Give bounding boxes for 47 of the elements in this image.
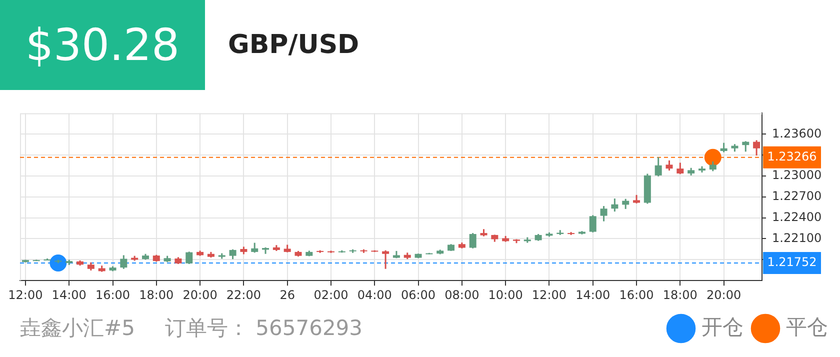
x-tick-label: 16:00 (95, 288, 130, 302)
candlestick (120, 254, 128, 270)
x-tick-label: 26 (280, 288, 295, 302)
x-tick-label: 12:00 (532, 288, 567, 302)
candlestick (600, 205, 608, 222)
y-tick-label: 1.23000 (772, 168, 822, 182)
legend-label: 开仓 (702, 314, 744, 339)
y-tick-label: 1.22700 (772, 189, 822, 204)
candlestick (622, 198, 630, 210)
candlestick (742, 140, 750, 152)
candlestick (654, 156, 662, 178)
x-tick-label: 02:00 (314, 288, 348, 302)
candlestick (469, 232, 476, 250)
x-tick-label: 10:00 (488, 288, 523, 302)
candlestick (753, 139, 760, 156)
chart-title: GBP/USD (228, 30, 360, 60)
candlestick (611, 198, 618, 212)
x-tick-label: 18:00 (139, 288, 174, 302)
x-tick-label: 14:00 (576, 288, 610, 302)
text: 订单号： 56576293 (164, 315, 363, 342)
x-tick-label: 22:00 (226, 288, 261, 302)
x-tick-label: 18:00 (662, 288, 698, 302)
x-tick-label: 20:00 (706, 288, 742, 302)
x-tick-label: 08:00 (444, 288, 480, 302)
y-tick-label: 1.22400 (772, 210, 822, 224)
legend-label: 平仓 (786, 314, 828, 339)
x-tick-label: 14:00 (52, 288, 86, 302)
candlestick (251, 242, 258, 254)
y-tick-label: 1.23600 (772, 126, 822, 140)
x-tick-label: 12:00 (8, 288, 43, 302)
x-tick-label: 06:00 (400, 288, 436, 302)
candlestick (229, 248, 236, 260)
ref-line-label: 1.23266 (767, 150, 817, 164)
candlestick (666, 160, 673, 172)
y-tick-label: 1.22100 (772, 230, 822, 245)
candlestick (186, 250, 193, 265)
x-tick-label: 04:00 (357, 288, 392, 302)
x-tick-label: 16:00 (619, 288, 654, 302)
text: 垚鑫小汇#5 (20, 315, 135, 342)
x-tick-label: 20:00 (182, 288, 218, 302)
ref-line-label: 1.21752 (767, 255, 817, 270)
candlestick (382, 250, 390, 270)
candlestick (720, 142, 728, 154)
candlestick (589, 214, 596, 234)
candlestick (709, 160, 716, 172)
chart-subtitle: $30.28 (0, 0, 205, 90)
candlestick (676, 162, 684, 175)
